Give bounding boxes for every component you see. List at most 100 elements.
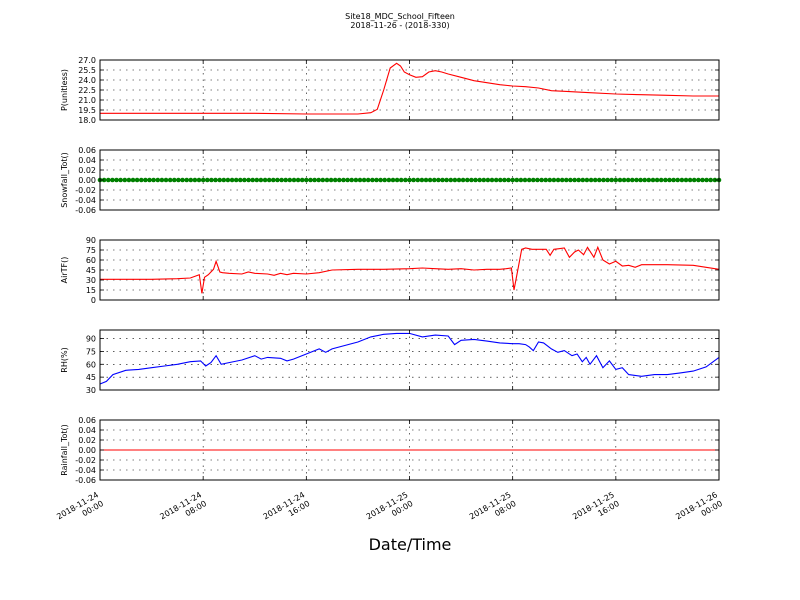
series-marker <box>291 177 297 183</box>
y-tick-label: -0.04 <box>75 196 96 205</box>
y-tick-label: 0.00 <box>78 176 96 185</box>
series-marker <box>485 177 491 183</box>
series-marker <box>176 177 181 183</box>
series-marker <box>712 177 718 183</box>
series-marker <box>601 177 606 183</box>
series-marker <box>299 177 305 183</box>
series-marker <box>357 177 363 183</box>
series-marker <box>411 177 416 183</box>
series-marker <box>134 177 140 183</box>
series-marker <box>456 177 462 183</box>
series-marker <box>139 177 144 183</box>
series-marker <box>382 177 388 183</box>
series-marker <box>151 177 156 183</box>
series-marker <box>242 177 247 183</box>
series-marker <box>514 177 520 183</box>
y-tick-label: 30 <box>86 276 96 285</box>
series-marker <box>683 177 689 183</box>
y-tick-label: 25.5 <box>78 66 96 75</box>
y-tick-label: 18.0 <box>78 116 96 125</box>
series-marker <box>679 177 685 183</box>
figure-subtitle: 2018-11-26 - (2018-330) <box>350 21 449 30</box>
y-axis-label: P(unitless) <box>60 69 69 111</box>
series-marker <box>200 177 206 183</box>
series-marker <box>613 177 619 183</box>
series-marker <box>609 177 614 183</box>
series-marker <box>122 177 128 183</box>
series-marker <box>531 177 536 183</box>
series-marker <box>167 177 173 183</box>
series-marker <box>436 177 441 183</box>
series-marker <box>407 177 412 183</box>
y-tick-label: 75 <box>86 347 96 356</box>
series-marker <box>465 177 470 183</box>
series-marker <box>225 177 231 183</box>
series-marker <box>658 177 664 183</box>
y-tick-label: 90 <box>86 335 96 344</box>
plot-frame <box>99 329 720 391</box>
series-marker <box>403 177 408 183</box>
y-tick-label: 15 <box>86 286 96 295</box>
series-marker <box>155 177 161 183</box>
series-marker <box>621 177 627 183</box>
series-marker <box>473 177 478 183</box>
y-tick-label: 90 <box>86 236 96 245</box>
series-marker <box>258 177 264 183</box>
figure-title: Site18_MDC_School_Fifteen <box>345 12 455 21</box>
series-marker <box>209 177 214 183</box>
plot-frame <box>99 239 720 301</box>
series-marker <box>345 177 350 183</box>
series-marker <box>646 177 652 183</box>
series-marker <box>617 177 623 183</box>
series-line-1-1 <box>100 62 719 115</box>
series-marker <box>398 177 404 183</box>
series-marker <box>110 177 115 183</box>
series-marker <box>283 177 289 183</box>
series-marker <box>535 177 540 183</box>
series-marker <box>246 177 251 183</box>
series-marker <box>572 177 577 183</box>
series-marker <box>502 177 507 183</box>
y-tick-label: 22.5 <box>78 86 96 95</box>
series-marker <box>254 177 260 183</box>
series-marker <box>217 177 222 183</box>
series-marker <box>386 177 392 183</box>
series-marker <box>477 177 483 183</box>
series-marker <box>188 177 194 183</box>
series-marker <box>650 177 656 183</box>
y-tick-label: 30 <box>86 386 96 395</box>
y-tick-label: 0.06 <box>78 416 96 425</box>
y-axis-label: Snowfall_Tot() <box>60 152 69 208</box>
series-marker <box>390 177 396 183</box>
y-tick-label: -0.02 <box>75 186 96 195</box>
series-marker <box>634 177 639 183</box>
series-marker <box>448 177 454 183</box>
series-marker <box>675 177 680 183</box>
series-marker <box>233 177 239 183</box>
subplot-5: 0.060.040.020.00-0.02-0.04-0.06 Rainfall_… <box>60 416 720 485</box>
series-marker <box>370 177 375 183</box>
series-marker <box>580 177 586 183</box>
series-marker <box>687 177 693 183</box>
series-marker <box>432 177 437 183</box>
series-marker <box>630 177 635 183</box>
series-marker <box>588 177 594 183</box>
series-marker <box>184 177 189 183</box>
y-tick-label: 75 <box>86 246 96 255</box>
series-marker <box>444 177 449 183</box>
y-tick-label: 24.0 <box>78 76 96 85</box>
plot-frame <box>99 59 720 121</box>
series-marker <box>328 177 334 183</box>
series-line-3-1 <box>100 245 720 294</box>
series-marker <box>308 177 313 183</box>
x-axis-label: Date/Time <box>369 535 452 554</box>
series-marker <box>250 177 255 183</box>
series-marker <box>493 177 499 183</box>
series-marker <box>316 177 322 183</box>
series-marker <box>691 177 697 183</box>
